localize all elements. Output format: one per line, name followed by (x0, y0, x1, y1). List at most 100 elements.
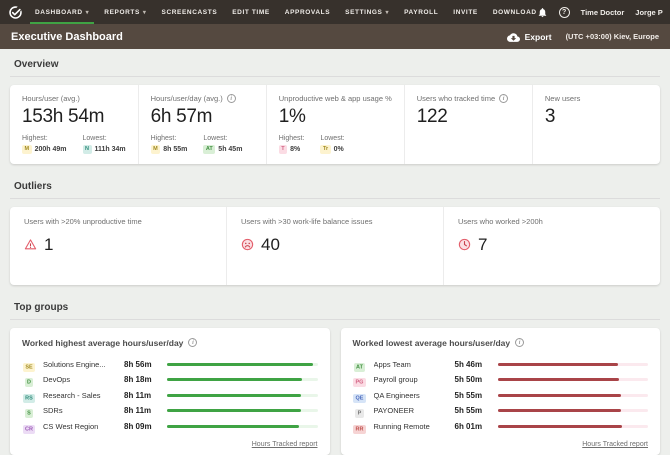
time-doctor-logo-icon[interactable] (8, 5, 23, 20)
highest-value: T 8% (279, 145, 305, 154)
lowest-number: 5h 45m (218, 146, 242, 153)
nav-label: INVITE (453, 9, 478, 16)
lowest-value: N 111h 34m (83, 145, 126, 154)
hours-tracked-report-link[interactable]: Hours Tracked report (353, 441, 649, 448)
bar-fill (167, 409, 301, 412)
bar-track (498, 363, 649, 366)
outliers-section-title: Outliers (10, 173, 660, 199)
nav-item-screencasts[interactable]: SCREENCASTS (162, 0, 218, 24)
export-button[interactable]: Export (507, 32, 552, 42)
group-badge: RR (353, 425, 366, 434)
metric-label: Hours/user/day (avg.) (151, 94, 223, 103)
nav-item-download[interactable]: DOWNLOAD (493, 0, 537, 24)
highest-value: M 8h 55m (151, 145, 188, 154)
bar-track (498, 394, 649, 397)
outlier-value: 7 (478, 235, 487, 255)
group-badge: AT (203, 145, 215, 154)
nav-item-dashboard[interactable]: DASHBOARD▾ (35, 0, 89, 24)
nav-item-invite[interactable]: INVITE (453, 0, 478, 24)
group-badge: T (279, 145, 287, 154)
top-groups-section-title: Top groups (10, 294, 660, 320)
nav-item-approvals[interactable]: APPROVALS (285, 0, 330, 24)
group-card-title: Worked highest average hours/user/day (22, 338, 183, 348)
group-name: PAYONEER (374, 406, 448, 415)
hours-tracked-report-link[interactable]: Hours Tracked report (22, 441, 318, 448)
bar-fill (498, 378, 620, 381)
nav-item-edit-time[interactable]: EDIT TIME (232, 0, 270, 24)
metric-value: 153h 54m (22, 106, 126, 128)
cloud-download-icon (507, 32, 520, 42)
group-row: PG Payroll group 5h 50m (353, 372, 649, 388)
bar-fill (498, 409, 621, 412)
nav-item-payroll[interactable]: PAYROLL (404, 0, 438, 24)
overview-section-title: Overview (10, 51, 660, 77)
group-name: SDRs (43, 406, 117, 415)
group-row: S SDRs 8h 11m (22, 403, 318, 419)
nav-label: DASHBOARD (35, 9, 83, 16)
metric-value: 6h 57m (151, 106, 254, 128)
bar-track (167, 394, 318, 397)
bar-fill (167, 394, 301, 397)
highest-number: 200h 49m (35, 146, 67, 153)
nav-label: PAYROLL (404, 9, 438, 16)
group-name: CS West Region (43, 422, 117, 431)
highest-label: Highest: (279, 135, 305, 142)
bar-fill (498, 363, 618, 366)
metric-value: 3 (545, 106, 648, 128)
outlier-label: Users who worked >200h (458, 217, 646, 226)
bar-fill (498, 425, 623, 428)
group-value: 8h 56m (124, 360, 160, 369)
metric-value: 122 (417, 106, 520, 128)
lowest-number: 111h 34m (95, 146, 126, 153)
nav-label: APPROVALS (285, 9, 330, 16)
metric-unproductive-usage: Unproductive web & app usage % 1% Highes… (267, 85, 405, 164)
nav-item-reports[interactable]: REPORTS▾ (104, 0, 146, 24)
group-row: RR Running Remote 6h 01m (353, 419, 649, 435)
nav-item-settings[interactable]: SETTINGS▾ (345, 0, 389, 24)
info-icon[interactable]: i (515, 338, 524, 347)
metric-label: Unproductive web & app usage % (279, 94, 392, 103)
user-name[interactable]: Jorge P (635, 8, 663, 17)
brand-name[interactable]: Time Doctor (581, 8, 625, 17)
group-name: Running Remote (374, 422, 448, 431)
group-name: Payroll group (374, 375, 448, 384)
nav-label: DOWNLOAD (493, 9, 537, 16)
chevron-down-icon: ▾ (143, 9, 147, 16)
info-icon[interactable]: i (227, 94, 236, 103)
group-name: Research - Sales (43, 391, 117, 400)
group-name: Solutions Engine... (43, 360, 117, 369)
group-value: 5h 50m (455, 375, 491, 384)
group-value: 8h 11m (124, 406, 160, 415)
lowest-label: Lowest: (83, 135, 126, 142)
help-icon[interactable]: ? (559, 7, 570, 18)
info-icon[interactable]: i (499, 94, 508, 103)
highest-number: 8% (290, 146, 300, 153)
lowest-value: AT 5h 45m (203, 145, 242, 154)
info-icon[interactable]: i (188, 338, 197, 347)
metric-new-users: New users 3 (533, 85, 660, 164)
outlier-label: Users with >20% unproductive time (24, 217, 212, 226)
nav-label: EDIT TIME (232, 9, 270, 16)
outlier-label: Users with >30 work-life balance issues (241, 217, 429, 226)
group-rows: AT Apps Team 5h 46m PG Payroll group 5h … (353, 357, 649, 435)
top-nav: DASHBOARD▾ REPORTS▾ SCREENCASTS EDIT TIM… (0, 0, 670, 24)
bar-track (167, 378, 318, 381)
lowest-value: Tr 0% (320, 145, 344, 154)
overview-card: Hours/user (avg.) 153h 54m Highest: M 20… (10, 85, 660, 164)
group-value: 8h 09m (124, 422, 160, 431)
bar-track (167, 363, 318, 366)
lowest-groups-card: Worked lowest average hours/user/dayi AT… (341, 328, 661, 455)
metric-users-tracked-time: Users who tracked timei 122 (405, 85, 533, 164)
bell-icon[interactable] (537, 7, 548, 18)
outliers-card: Users with >20% unproductive time 1 User… (10, 207, 660, 285)
highest-label: Highest: (151, 135, 188, 142)
outlier-value: 40 (261, 235, 280, 255)
bar-fill (167, 363, 313, 366)
metric-hours-user-day-avg: Hours/user/day (avg.) i 6h 57m Highest: M… (139, 85, 267, 164)
metric-value: 1% (279, 106, 392, 128)
metric-label: New users (545, 94, 580, 103)
nav-label: SCREENCASTS (162, 9, 218, 16)
group-name: QA Engineers (374, 391, 448, 400)
group-badge: M (22, 145, 32, 154)
bar-track (167, 425, 318, 428)
